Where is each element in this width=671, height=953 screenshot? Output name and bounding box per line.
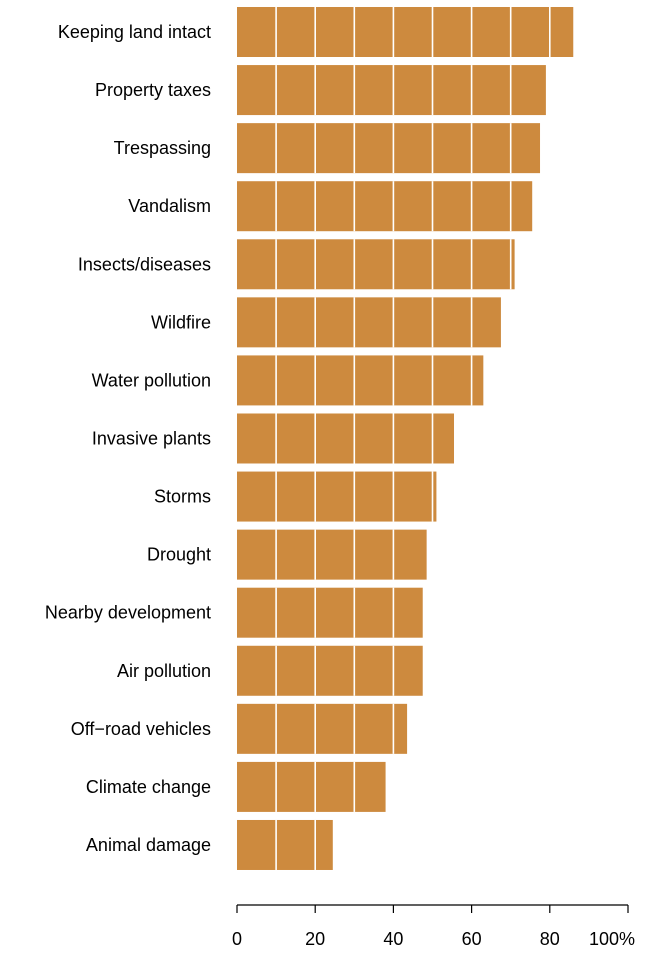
bar-group — [237, 645, 423, 696]
bar — [237, 7, 574, 57]
bar-group — [237, 471, 437, 522]
bar-group — [237, 413, 455, 464]
category-label: Vandalism — [128, 196, 211, 216]
category-label: Water pollution — [92, 370, 211, 390]
category-label: Off−road vehicles — [71, 719, 211, 739]
category-label: Invasive plants — [92, 428, 211, 448]
bar — [237, 123, 541, 174]
x-tick-label: 40 — [383, 929, 403, 949]
category-labels: Keeping land intact Property taxes Trespas… — [45, 22, 211, 855]
category-label: Wildfire — [151, 312, 211, 332]
bar — [237, 645, 423, 696]
x-tick-label: 80 — [540, 929, 560, 949]
category-label: Insects/diseases — [78, 254, 211, 274]
category-label: Storms — [154, 487, 211, 507]
bar-group — [237, 123, 541, 174]
bar — [237, 819, 333, 870]
category-label: Nearby development — [45, 603, 211, 623]
bar-group — [237, 703, 408, 754]
category-label: Air pollution — [117, 661, 211, 681]
category-label: Animal damage — [86, 835, 211, 855]
bar-group — [237, 587, 423, 638]
x-axis: 0 20 40 60 80 100% — [232, 904, 635, 949]
bar-group — [237, 819, 333, 870]
bar — [237, 239, 515, 290]
bar-group — [237, 181, 533, 232]
category-label: Trespassing — [114, 138, 211, 158]
bar-group — [237, 65, 546, 116]
bar-group — [237, 297, 501, 348]
x-tick-label: 60 — [462, 929, 482, 949]
bar — [237, 471, 437, 522]
x-tick-label: 0 — [232, 929, 242, 949]
bar — [237, 413, 455, 464]
bar-group — [237, 529, 427, 580]
category-label: Drought — [147, 545, 211, 565]
bar-group — [237, 239, 515, 290]
category-label: Property taxes — [95, 80, 211, 100]
bar — [237, 355, 484, 406]
bar — [237, 761, 386, 812]
bars — [237, 7, 574, 870]
bar — [237, 65, 546, 116]
bar — [237, 703, 408, 754]
x-tick-label: 20 — [305, 929, 325, 949]
bar-group — [237, 7, 574, 57]
category-label: Climate change — [86, 777, 211, 797]
bar-group — [237, 761, 386, 812]
category-label: Keeping land intact — [58, 22, 211, 42]
bar-group — [237, 355, 484, 406]
x-tick-label: 100% — [589, 929, 635, 949]
bar — [237, 297, 501, 348]
bar — [237, 587, 423, 638]
bar — [237, 529, 427, 580]
bar — [237, 181, 533, 232]
